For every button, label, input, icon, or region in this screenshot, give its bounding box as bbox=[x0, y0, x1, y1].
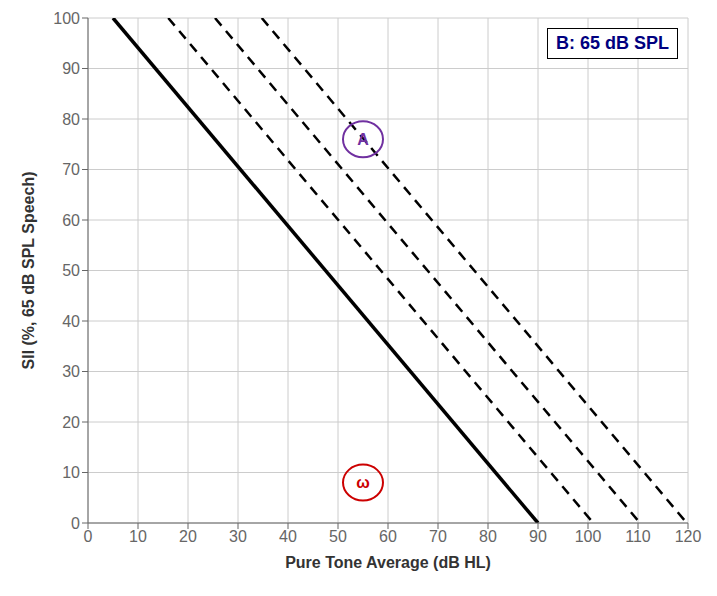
svg-text:80: 80 bbox=[62, 111, 80, 128]
svg-text:50: 50 bbox=[62, 262, 80, 279]
svg-text:60: 60 bbox=[379, 528, 397, 545]
html-text:B: 65 dB SPL: B: 65 dB SPL bbox=[556, 33, 669, 53]
svg-text:30: 30 bbox=[229, 528, 247, 545]
svg-text:100: 100 bbox=[575, 528, 602, 545]
svg-text:90: 90 bbox=[62, 60, 80, 77]
svg-text:110: 110 bbox=[625, 528, 651, 545]
svg-text:40: 40 bbox=[62, 313, 80, 330]
svg-text:0: 0 bbox=[71, 515, 80, 532]
svg-text:20: 20 bbox=[179, 528, 197, 545]
svg-text:ω: ω bbox=[356, 474, 370, 491]
svg-text:10: 10 bbox=[62, 464, 80, 481]
svg-text:70: 70 bbox=[429, 528, 447, 545]
svg-text:120: 120 bbox=[675, 528, 702, 545]
svg-text:40: 40 bbox=[279, 528, 297, 545]
svg-text:90: 90 bbox=[529, 528, 547, 545]
svg-text:100: 100 bbox=[53, 10, 80, 27]
svg-text:20: 20 bbox=[62, 414, 80, 431]
svg-text:Pure Tone Average (dB HL): Pure Tone Average (dB HL) bbox=[285, 554, 491, 571]
svg-text:80: 80 bbox=[479, 528, 497, 545]
svg-text:A: A bbox=[357, 131, 369, 148]
svg-text:SII (%, 65 dB SPL Speech): SII (%, 65 dB SPL Speech) bbox=[20, 172, 37, 370]
svg-text:50: 50 bbox=[329, 528, 347, 545]
svg-text:70: 70 bbox=[62, 161, 80, 178]
svg-text:0: 0 bbox=[84, 528, 93, 545]
svg-text:60: 60 bbox=[62, 212, 80, 229]
svg-text:10: 10 bbox=[129, 528, 147, 545]
svg-text:30: 30 bbox=[62, 363, 80, 380]
